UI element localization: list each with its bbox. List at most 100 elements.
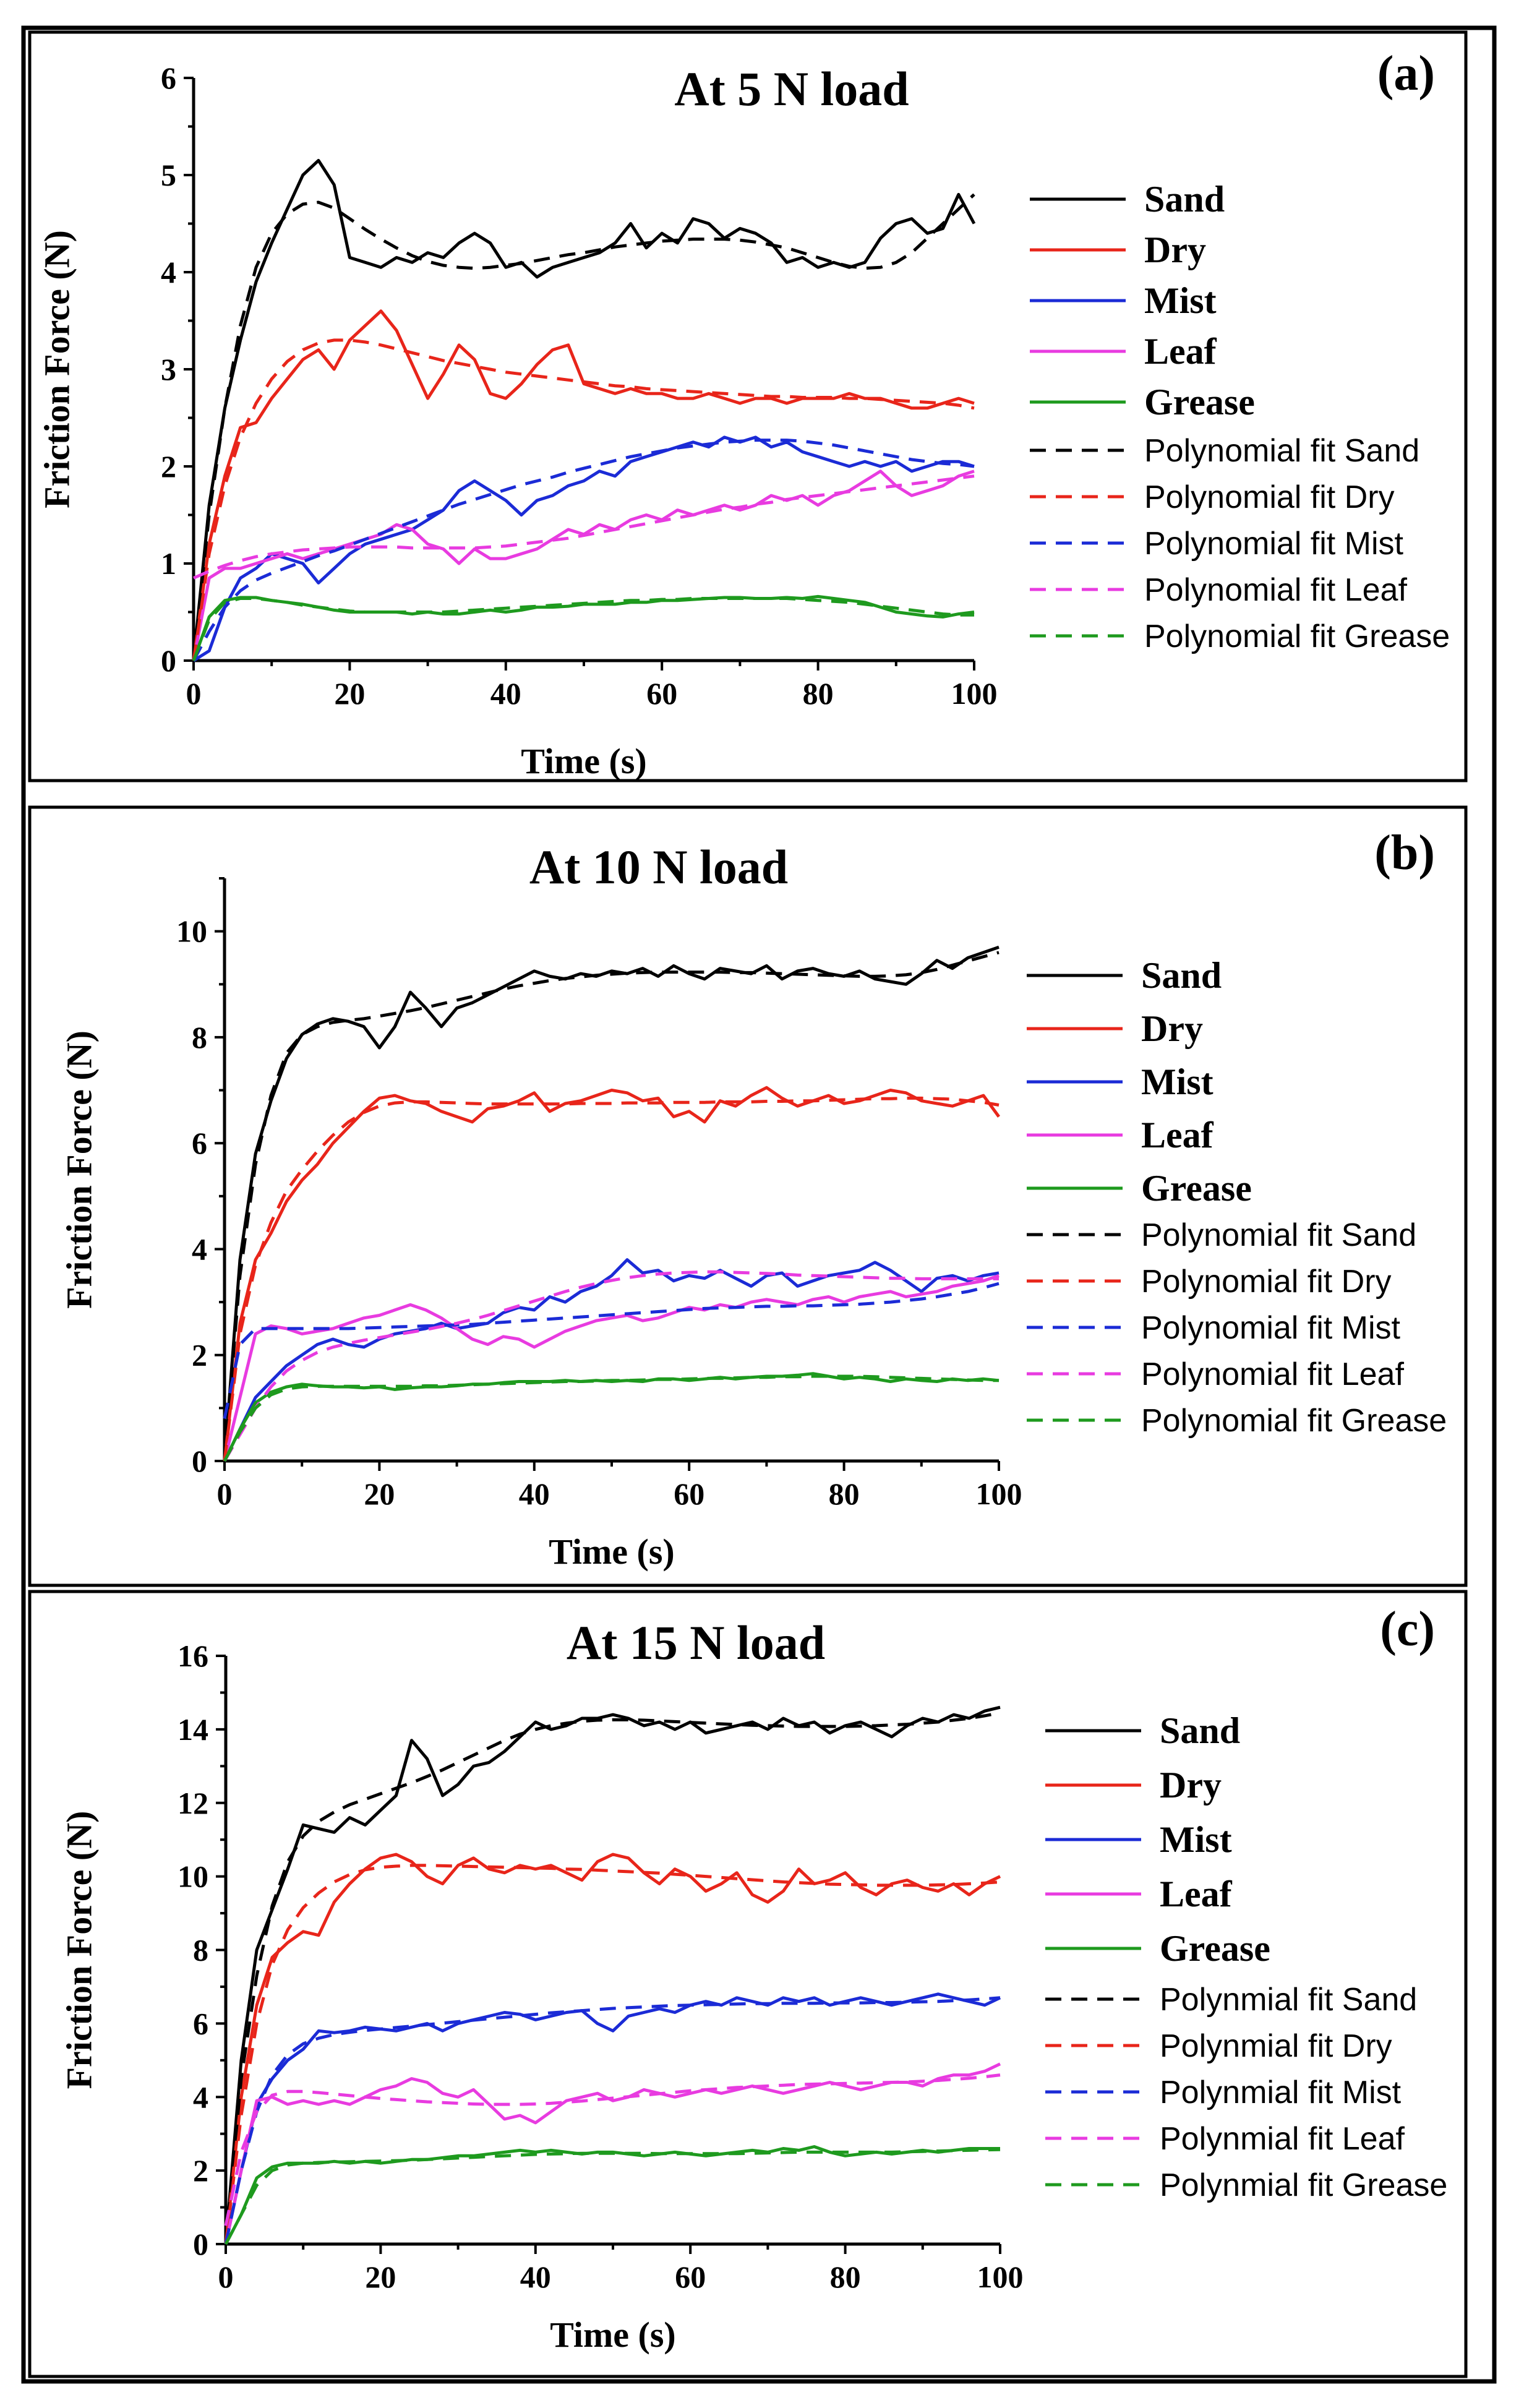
y-tick-label: 1 [161,546,176,581]
y-tick-label: 10 [178,1859,208,1894]
legend-item-polynomial-fit-grease: Polynomial fit Grease [1030,619,1450,654]
legend-label: Grease [1144,382,1255,422]
legend-label: Polynmial fit Grease [1160,2167,1447,2203]
x-tick-label: 100 [977,2260,1024,2294]
legend-label: Sand [1144,179,1225,220]
legend-item-grease: Grease [1045,1928,1270,1969]
panel-label: (b) [1374,826,1435,880]
x-axis-title: Time (s) [549,1532,675,1572]
legend-label: Polynomial fit Grease [1144,619,1450,654]
series-line-polynomial-fit-grease [223,1374,999,1462]
x-tick-label: 0 [217,1476,233,1511]
x-tick-label: 40 [520,2260,551,2294]
y-tick-label: 6 [161,61,176,95]
panel-frame [28,805,1468,1587]
y-tick-label: 6 [192,1126,207,1160]
x-tick-label: 20 [334,676,365,711]
legend-item-polynmial-fit-sand: Polynmial fit Sand [1045,1982,1417,2018]
x-tick-label: 20 [365,2260,396,2294]
legend-item-sand: Sand [1030,179,1225,220]
y-tick-label: 6 [193,2006,208,2041]
series-line-polynmial-fit-dry [224,1864,1001,2245]
y-tick-label: 3 [161,352,176,387]
legend-label: Polynomial fit Sand [1141,1217,1416,1253]
y-tick-label: 4 [192,1232,207,1266]
legend: Sand Dry Mist Leaf Grease Polynmial fit Sand P… [1045,1710,1447,2203]
legend-label: Dry [1141,1008,1203,1049]
series-line-polynomial-fit-dry [192,338,975,661]
legend-item-polynomial-fit-sand: Polynomial fit Sand [1030,433,1419,469]
legend-item-polynomial-fit-mist: Polynomial fit Mist [1030,526,1404,562]
x-tick-label: 0 [218,2260,234,2294]
legend-label: Polynomial fit Dry [1141,1264,1392,1300]
series-line-polynomial-fit-leaf [223,1270,999,1462]
panel-frame [28,1590,1468,2378]
chart-panel-1: 0 20 40 60 80 100 0 1 2 3 4 5 6 Time (s) Friction Forc… [28,30,1468,782]
legend-item-polynomial-fit-leaf: Polynomial fit Leaf [1027,1356,1404,1392]
series-line-polynomial-fit-sand [192,193,975,661]
y-tick-label: 4 [193,2080,208,2114]
legend-item-leaf: Leaf [1030,331,1217,372]
series-line-polynomial-fit-mist [223,1282,1000,1420]
y-tick-label: 5 [161,158,176,192]
legend: Sand Dry Mist Leaf Grease Polynomial fit Sand… [1027,955,1447,1439]
legend-label: Mist [1144,280,1217,321]
series-line-polynmial-fit-sand [224,1711,1001,2245]
series-line-mist [224,1992,1001,2245]
series-line-grease [223,1372,1000,1462]
legend-item-polynmial-fit-dry: Polynmial fit Dry [1045,2028,1392,2064]
series-line-leaf [223,1274,1000,1462]
legend: Sand Dry Mist Leaf Grease Polynomial fit Sand… [1030,179,1450,654]
x-tick-label: 0 [186,676,202,711]
legend-item-grease: Grease [1027,1168,1252,1209]
legend-item-polynomial-fit-leaf: Polynomial fit Leaf [1030,572,1407,608]
legend-item-polynmial-fit-leaf: Polynmial fit Leaf [1045,2121,1405,2157]
legend-item-mist: Mist [1030,280,1217,321]
legend-item-polynomial-fit-mist: Polynomial fit Mist [1027,1310,1401,1346]
series-line-sand [192,158,976,661]
y-axis-title: Friction Force (N) [59,1811,100,2089]
y-tick-label: 2 [192,1338,207,1373]
series-line-leaf [224,2062,1001,2245]
y-axis-title: Friction Force (N) [59,1030,100,1309]
series-line-polynomial-fit-mist [192,439,975,662]
y-tick-label: 10 [176,914,207,949]
legend-label: Sand [1141,955,1222,996]
series-line-dry [223,1086,1001,1462]
y-tick-label: 8 [192,1020,207,1055]
legend-item-polynomial-fit-sand: Polynomial fit Sand [1027,1217,1416,1253]
series-line-polynomial-fit-grease [192,597,974,661]
series-line-polynmial-fit-mist [224,1996,1001,2245]
legend-label: Dry [1160,1765,1222,1806]
legend-item-dry: Dry [1045,1765,1222,1806]
legend-label: Polynomial fit Leaf [1141,1356,1404,1392]
legend-item-leaf: Leaf [1045,1874,1233,1914]
legend-item-mist: Mist [1045,1819,1232,1860]
chart-title: At 15 N load [567,1616,825,1669]
legend-label: Dry [1144,229,1206,270]
panel-label: (c) [1380,1602,1435,1656]
series-line-mist [192,435,975,662]
x-tick-label: 40 [490,676,521,711]
legend-item-polynomial-fit-dry: Polynomial fit Dry [1027,1264,1392,1300]
y-tick-label: 2 [193,2153,208,2188]
x-tick-label: 100 [976,1476,1022,1511]
series-line-polynomial-fit-sand [223,951,1000,1462]
legend-label: Polynomial fit Sand [1144,433,1419,469]
legend-label: Polynmial fit Mist [1160,2075,1402,2110]
y-tick-label: 4 [161,255,176,289]
legend-item-dry: Dry [1030,229,1206,270]
legend-item-mist: Mist [1027,1061,1214,1102]
legend-label: Leaf [1144,331,1217,372]
legend-item-polynomial-fit-dry: Polynomial fit Dry [1030,479,1395,515]
legend-item-sand: Sand [1045,1710,1240,1751]
legend-label: Polynomial fit Mist [1141,1310,1401,1346]
y-tick-label: 16 [178,1639,208,1673]
series-line-polynomial-fit-leaf [193,474,975,580]
chart-panel-3: 0 20 40 60 80 100 0 2 4 6 8 10 12 14 16 Time (s) Frictio… [28,1590,1468,2378]
y-tick-label: 14 [178,1712,208,1747]
legend-item-polynmial-fit-grease: Polynmial fit Grease [1045,2167,1447,2203]
series-line-mist [223,1258,1000,1462]
legend-label: Grease [1141,1168,1252,1209]
